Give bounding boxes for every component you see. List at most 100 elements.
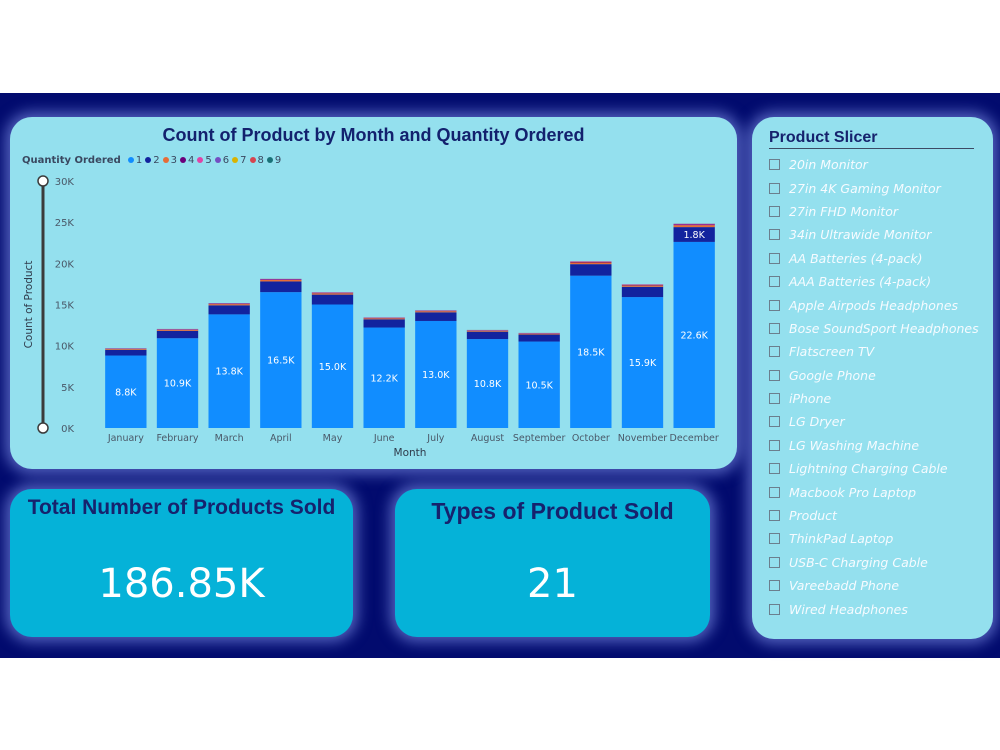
bar-segment[interactable]: [156, 330, 199, 339]
zoom-slider-handle-bottom[interactable]: [37, 422, 49, 434]
bar-segment[interactable]: [415, 312, 457, 321]
slicer-checkbox[interactable]: [769, 159, 780, 171]
slicer-item[interactable]: Google Phone: [769, 364, 979, 387]
slicer-item[interactable]: LG Washing Machine: [769, 434, 979, 457]
x-tick-label: January: [107, 433, 144, 444]
legend-item[interactable]: 3: [162, 155, 177, 166]
slicer-checkbox[interactable]: [769, 603, 780, 615]
slicer-item-label: USB-C Charging Cable: [789, 554, 928, 570]
bar-segment[interactable]: [311, 292, 354, 294]
slicer-item[interactable]: 27in 4K Gaming Monitor: [769, 176, 979, 199]
bar-segment[interactable]: [260, 279, 302, 282]
bar-segment[interactable]: [260, 281, 302, 293]
bar-segment[interactable]: [621, 286, 664, 298]
legend-item[interactable]: 8: [249, 155, 264, 166]
legend-item[interactable]: 7: [232, 155, 247, 166]
zoom-slider-handle-top[interactable]: [37, 175, 49, 187]
legend-label: 1: [135, 155, 143, 166]
bar-segment[interactable]: [466, 339, 509, 428]
slicer-item[interactable]: Macbook Pro Laptop: [769, 480, 979, 503]
bar-segment[interactable]: [570, 275, 612, 428]
bar-segment[interactable]: [208, 304, 250, 306]
bar-segment[interactable]: [518, 334, 560, 342]
bar-data-label: 16.5K: [267, 356, 295, 367]
bar-segment[interactable]: [260, 292, 302, 428]
bar-segment[interactable]: [208, 305, 250, 315]
bar-segment[interactable]: [363, 318, 405, 320]
slicer-checkbox[interactable]: [769, 252, 780, 264]
slicer-item[interactable]: 27in FHD Monitor: [769, 200, 979, 223]
slicer-item[interactable]: iPhone: [769, 387, 979, 410]
slicer-checkbox[interactable]: [769, 533, 780, 545]
bar-segment[interactable]: [363, 319, 405, 328]
slicer-checkbox[interactable]: [769, 205, 780, 217]
slicer-checkbox[interactable]: [769, 393, 780, 405]
slicer-checkbox[interactable]: [769, 556, 780, 568]
slicer-item[interactable]: Vareebadd Phone: [769, 574, 979, 597]
legend-item[interactable]: 4: [180, 155, 194, 166]
slicer-checkbox[interactable]: [769, 486, 780, 498]
bar-segment[interactable]: [105, 355, 147, 428]
bar-segment[interactable]: [311, 294, 354, 305]
slicer-item[interactable]: 20in Monitor: [769, 153, 979, 176]
bar-segment[interactable]: [466, 330, 509, 332]
slicer-checkbox[interactable]: [769, 299, 780, 311]
slicer-item[interactable]: Lightning Charging Cable: [769, 457, 979, 480]
slicer-item[interactable]: Bose SoundSport Headphones: [769, 317, 979, 340]
x-tick-label: November: [618, 433, 668, 444]
slicer-checkbox[interactable]: [769, 276, 780, 288]
legend-item[interactable]: 2: [145, 155, 160, 166]
bar-segment[interactable]: [518, 341, 560, 428]
bar-segment[interactable]: [156, 338, 199, 428]
slicer-item[interactable]: AA Batteries (4-pack): [769, 247, 979, 270]
bar-segment[interactable]: [621, 297, 664, 428]
bar-segment[interactable]: [105, 349, 147, 356]
bar-segment[interactable]: [208, 314, 250, 428]
slicer-checkbox[interactable]: [769, 580, 780, 592]
slicer-item[interactable]: Apple Airpods Headphones: [769, 293, 979, 316]
bar-segment[interactable]: [673, 241, 715, 428]
slicer-item[interactable]: USB-C Charging Cable: [769, 551, 979, 574]
slicer-checkbox[interactable]: [769, 346, 780, 358]
bar-segment[interactable]: [673, 227, 715, 242]
bar-data-label: 10.5K: [525, 380, 553, 391]
bar-segment[interactable]: [415, 311, 457, 313]
bar-segment[interactable]: [621, 284, 664, 286]
slicer-checkbox[interactable]: [769, 439, 780, 451]
slicer-checkbox[interactable]: [769, 369, 780, 381]
slicer-checkbox[interactable]: [769, 182, 780, 194]
legend-item[interactable]: 6: [214, 155, 229, 166]
bar-segment[interactable]: [415, 320, 457, 428]
bar-segment[interactable]: [518, 333, 560, 335]
bar-segment[interactable]: [105, 348, 147, 350]
slicer-item[interactable]: Wired Headphones: [769, 597, 979, 620]
slicer-checkbox[interactable]: [769, 510, 780, 522]
slicer-checkbox[interactable]: [769, 416, 780, 428]
legend-item[interactable]: 9: [266, 155, 281, 166]
bar-segment[interactable]: [311, 293, 354, 295]
bar-segment[interactable]: [156, 329, 199, 331]
legend-item[interactable]: 5: [197, 155, 212, 166]
slicer-item[interactable]: Flatscreen TV: [769, 340, 979, 363]
bar-segment[interactable]: [673, 224, 715, 226]
bar-segment[interactable]: [673, 225, 715, 228]
bar-segment[interactable]: [570, 261, 612, 263]
slicer-item[interactable]: ThinkPad Laptop: [769, 527, 979, 550]
slicer-item[interactable]: 34in Ultrawide Monitor: [769, 223, 979, 246]
bar-segment[interactable]: [621, 285, 664, 287]
bar-segment[interactable]: [311, 304, 354, 429]
legend-item[interactable]: 1: [127, 155, 143, 166]
slicer-item[interactable]: AAA Batteries (4-pack): [769, 270, 979, 293]
slicer-checkbox[interactable]: [769, 322, 780, 334]
slicer-checkbox[interactable]: [769, 229, 780, 241]
slicer-checkbox[interactable]: [769, 463, 780, 475]
bar-segment[interactable]: [570, 262, 612, 265]
y-tick-label: 10K: [55, 342, 75, 353]
bar-segment[interactable]: [570, 264, 612, 276]
slicer-item[interactable]: LG Dryer: [769, 410, 979, 433]
slicer-item[interactable]: Product: [769, 504, 979, 527]
y-tick-label: 25K: [55, 218, 75, 229]
bar-segment[interactable]: [260, 279, 302, 280]
bar-segment[interactable]: [363, 327, 405, 428]
bar-segment[interactable]: [466, 331, 509, 340]
